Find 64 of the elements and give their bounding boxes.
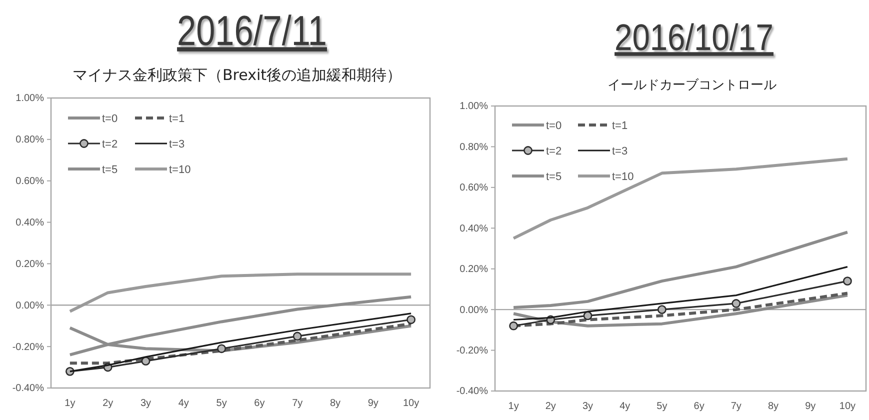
x-tick-label: 8y [768, 401, 779, 412]
legend-label: t=1 [612, 120, 628, 132]
y-tick-label: -0.40% [12, 383, 44, 394]
x-tick-label: 1y [508, 401, 519, 412]
y-tick-label: -0.40% [456, 386, 488, 398]
legend-label: t=0 [546, 120, 562, 132]
x-tick-label: 7y [730, 401, 742, 412]
y-tick-label: 0.20% [16, 258, 44, 270]
legend-label: t=5 [546, 171, 562, 183]
x-tick-label: 10y [402, 398, 420, 410]
chart-title: 2016/7/11 [177, 8, 327, 55]
legend-label: t=3 [612, 146, 628, 158]
line-series [512, 157, 849, 240]
x-tick-label: 1y [64, 398, 76, 410]
legend-label: t=0 [102, 113, 118, 125]
y-tick-label: 0.60% [460, 182, 488, 194]
x-tick-label: 8y [330, 398, 341, 410]
x-tick-label: 9y [805, 401, 816, 412]
point [217, 344, 226, 354]
x-tick-label: 9y [368, 398, 378, 410]
y-tick-label: 0.00% [16, 300, 44, 312]
y-tick-label: -0.20% [12, 342, 44, 353]
y-tick-label: 1.00% [16, 93, 44, 104]
line-series [512, 230, 849, 310]
line-series [68, 295, 413, 356]
x-tick-label: 10y [839, 401, 856, 412]
legend-label: t=2 [102, 138, 118, 150]
y-tick-label: 1.00% [460, 101, 488, 112]
legend-label: t=10 [169, 164, 191, 176]
legend-label: t=3 [169, 138, 185, 150]
chart-subtitle: マイナス金利政策下（Brexit後の追加緩和期待） [72, 66, 402, 84]
legend-label: t=5 [102, 164, 118, 176]
point [843, 276, 852, 286]
x-tick-label: 6y [254, 398, 265, 410]
legend-label: t=1 [169, 113, 185, 125]
x-tick-label: 4y [620, 401, 630, 412]
point [732, 299, 741, 308]
point [583, 311, 592, 320]
chart-title: 2016/10/17 [614, 18, 774, 59]
legend-label: t=2 [546, 146, 562, 158]
point [141, 356, 150, 366]
chart-subtitle: イールドカーブコントロール [608, 78, 776, 93]
y-tick-label: 0.00% [460, 304, 488, 316]
y-tick-label: 0.80% [16, 134, 44, 146]
point [509, 321, 518, 330]
point [292, 332, 302, 341]
point [658, 305, 666, 314]
legend-label: t=10 [612, 171, 634, 183]
y-tick-label: 0.20% [460, 264, 488, 276]
x-tick-label: 6y [694, 401, 704, 412]
x-tick-label: 5y [216, 398, 227, 410]
x-tick-label: 4y [178, 398, 189, 410]
x-tick-label: 3y [582, 401, 594, 412]
x-tick-label: 3y [140, 398, 152, 410]
y-tick-label: -0.20% [456, 345, 488, 356]
y-tick-label: 0.40% [460, 223, 488, 234]
x-tick-label: 2y [545, 401, 556, 412]
x-tick-label: 5y [656, 401, 668, 412]
y-tick-label: 0.40% [16, 217, 44, 228]
point [406, 315, 416, 324]
x-tick-label: 2y [102, 398, 114, 410]
y-tick-label: 0.80% [460, 142, 488, 153]
x-tick-label: 7y [292, 398, 303, 410]
y-tick-label: 0.60% [16, 176, 44, 188]
